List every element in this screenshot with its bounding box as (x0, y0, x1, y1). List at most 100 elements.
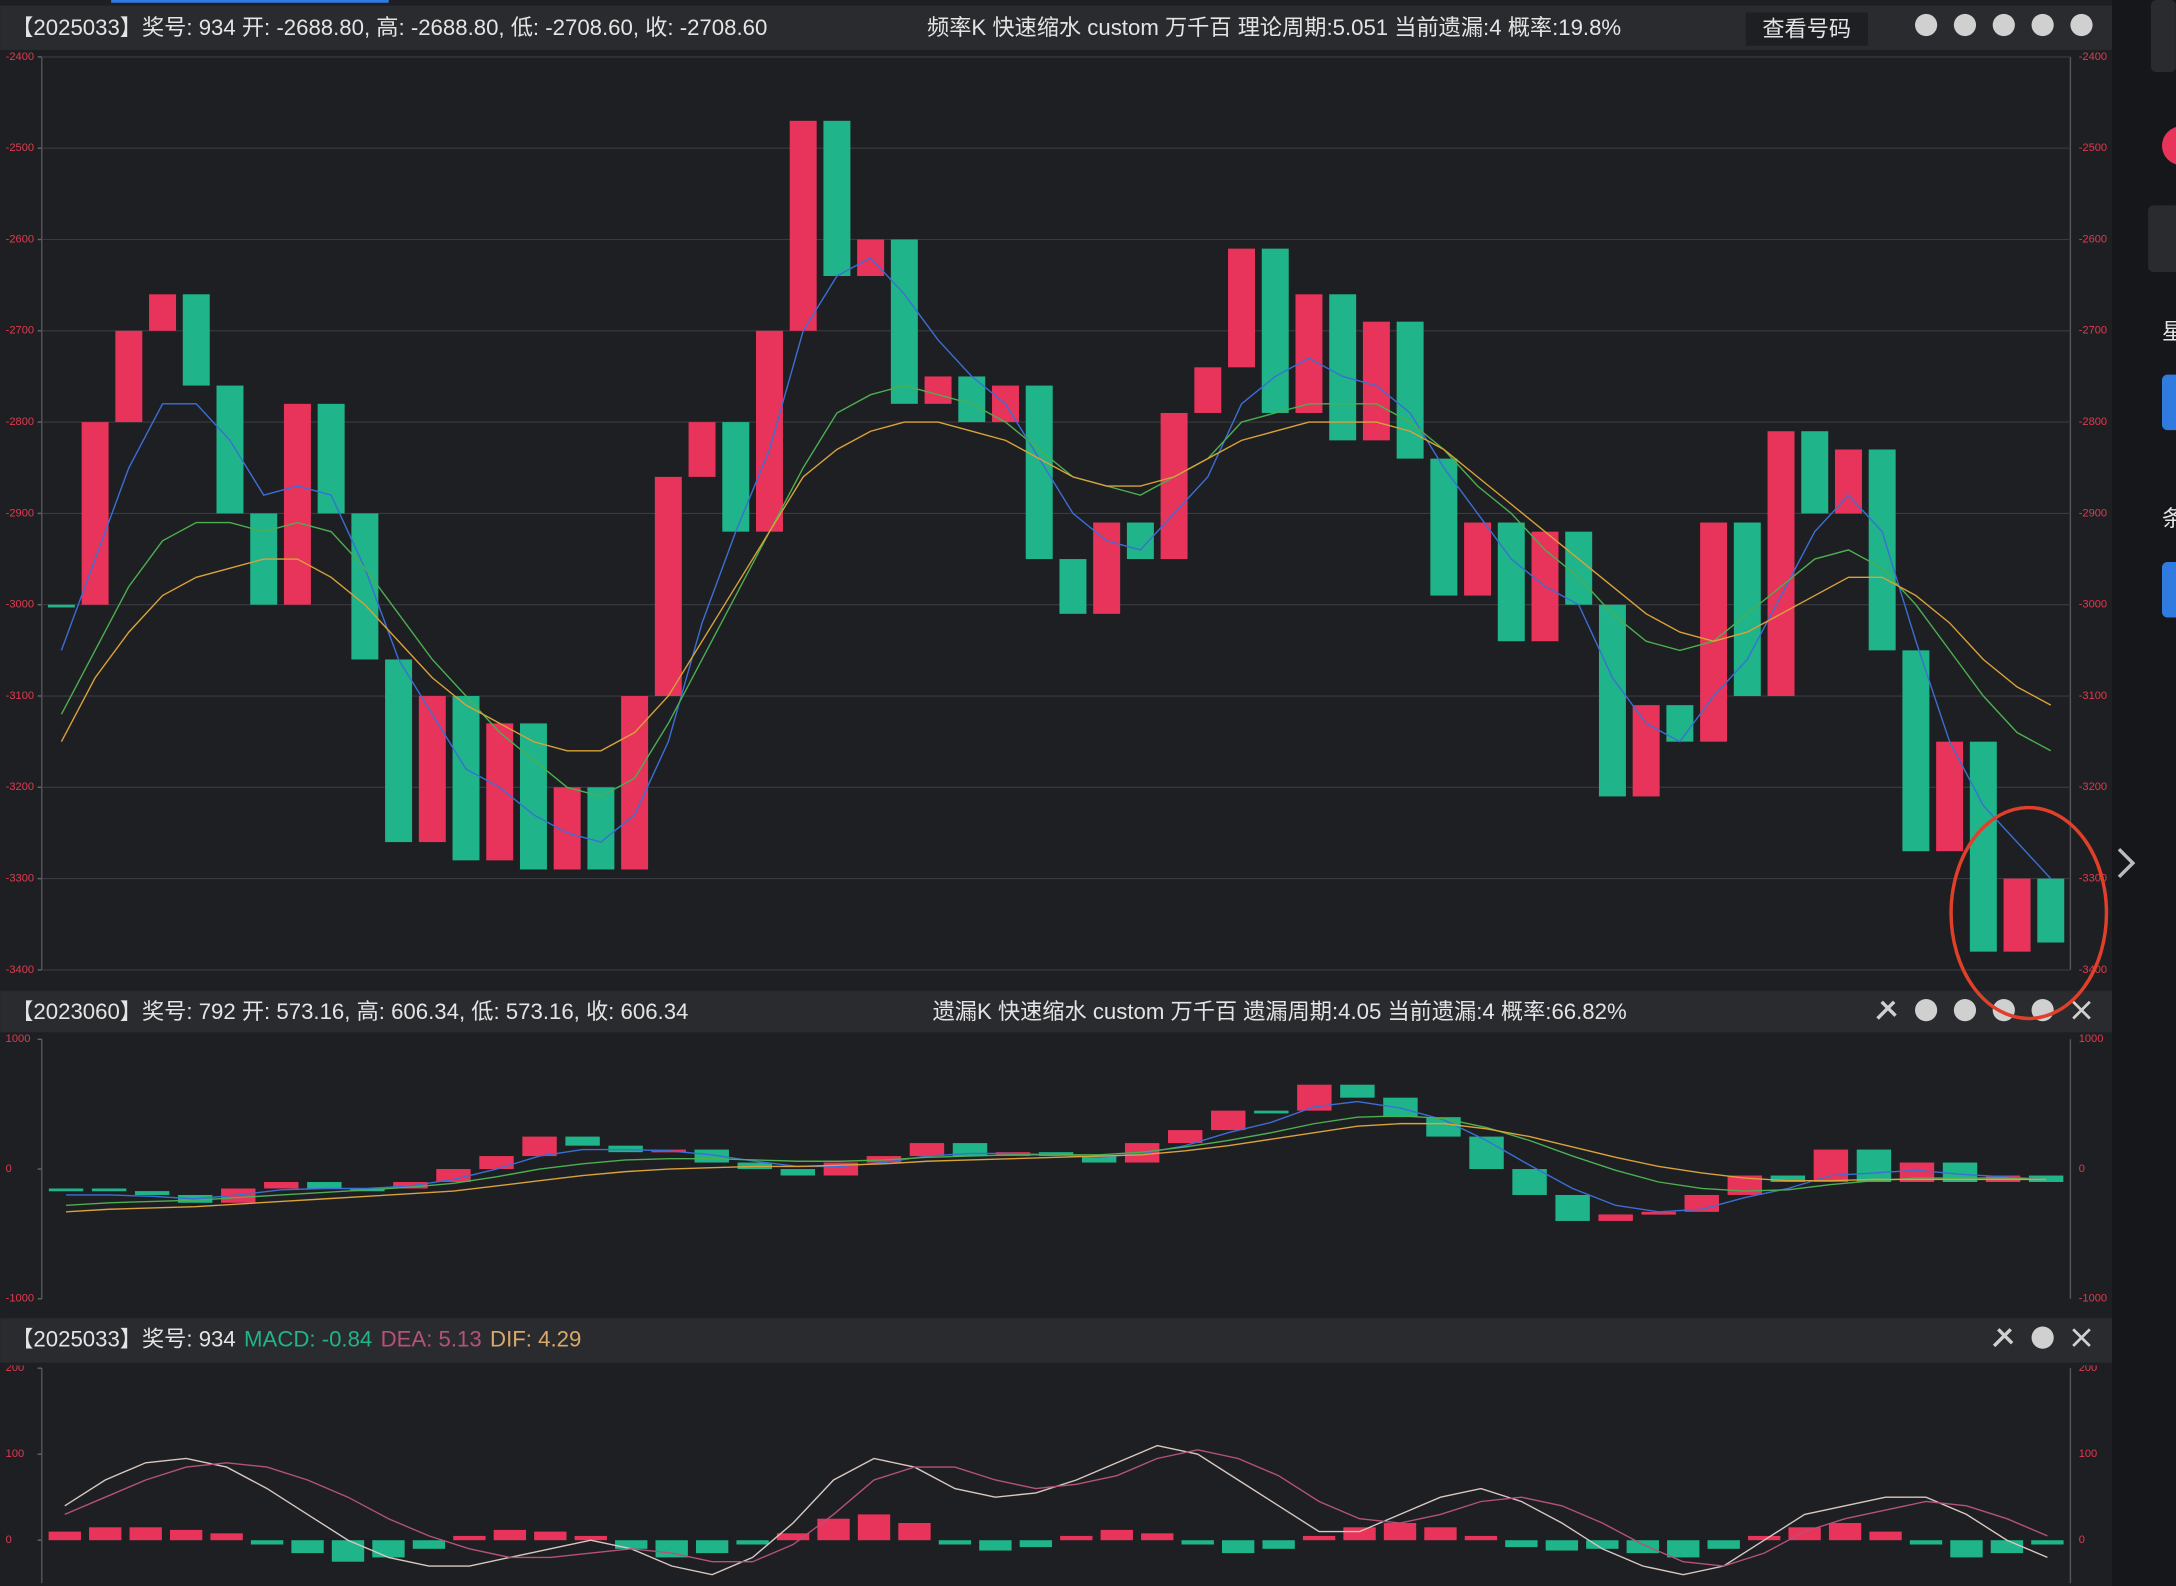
step-bar (452, 696, 480, 861)
step-bar (134, 1191, 170, 1195)
tool-icon[interactable] (1914, 13, 1938, 37)
step-bar (1254, 1110, 1289, 1114)
pin-icon[interactable] (1876, 1000, 1897, 1020)
step-bar (1598, 1214, 1633, 1221)
step-bar (1211, 1110, 1246, 1131)
histogram-bar (1545, 1540, 1579, 1551)
step-bar (115, 330, 143, 423)
histogram-bar (1788, 1527, 1821, 1541)
step-bar (519, 723, 547, 870)
histogram-bar (1141, 1533, 1174, 1541)
panel: -2400 -2400 -2500 -2500 -2600 -2600 -2700 -2700… (6, 51, 2107, 976)
histogram-bar (1060, 1535, 1093, 1541)
y-tick-label: -2900 (6, 507, 34, 519)
histogram-bar (1626, 1540, 1659, 1554)
histogram-bar (695, 1540, 729, 1554)
ma-line (66, 1115, 2047, 1207)
histogram-bar (2031, 1540, 2064, 1545)
y-tick-label: 100 (6, 1448, 25, 1460)
view-button-label[interactable]: 查看号码 (1762, 16, 1851, 41)
sidebar-badge (2161, 127, 2176, 165)
tool-icon[interactable] (2031, 13, 2054, 37)
y-tick-label: -3000 (2079, 599, 2107, 611)
histogram-bar (1990, 1540, 2024, 1554)
step-bar (654, 476, 682, 697)
histogram-bar (574, 1535, 607, 1541)
close-icon[interactable] (2072, 1000, 2091, 1347)
histogram-bar (372, 1540, 405, 1558)
step-bar (1469, 1136, 1504, 1170)
histogram-bar (1869, 1531, 1902, 1541)
step-bar (436, 1169, 471, 1183)
histogram-bar (1424, 1527, 1457, 1541)
histogram-bar (291, 1540, 324, 1554)
ma-line (64, 1449, 2048, 1567)
y-tick-label: 100 (2079, 1448, 2098, 1460)
step-bar (1733, 522, 1761, 697)
tool-icon[interactable] (2031, 1326, 2054, 1349)
y-tick-label: 0 (2079, 1163, 2085, 1175)
tool-icon[interactable] (1992, 13, 2015, 37)
step-bar (722, 422, 750, 532)
tool-icon[interactable] (1914, 999, 1938, 1022)
step-bar (1899, 1162, 1935, 1183)
tool-icon[interactable] (1953, 13, 1977, 37)
tool-icon[interactable] (1953, 999, 1977, 1022)
plots: -2400 -2400 -2500 -2500 -2600 -2600 -2700 -2700… (6, 51, 2107, 1584)
sidebar-item[interactable] (2150, 0, 2176, 73)
step-bar (351, 513, 379, 660)
title-text: 【2025033】奖号: 934 (11, 1326, 235, 1351)
step-bar (1834, 449, 1862, 514)
highlight-circle (1949, 805, 2109, 1021)
tool-icon[interactable] (2070, 13, 2093, 37)
header-bar (0, 990, 2113, 1033)
step-bar (47, 604, 75, 608)
histogram-bar (48, 1531, 81, 1541)
histogram-bar (1383, 1523, 1417, 1541)
y-tick-label: 0 (2079, 1534, 2085, 1546)
step-bar (149, 294, 177, 331)
step-bar (81, 422, 109, 605)
step-bar (1126, 522, 1154, 560)
view-button[interactable] (1745, 12, 1868, 46)
histogram-bar (857, 1514, 891, 1541)
step-bar (755, 330, 783, 532)
step-bar (418, 696, 446, 843)
step-bar (1902, 650, 1930, 852)
y-tick-label: -2400 (2079, 51, 2107, 63)
step-bar (486, 723, 514, 861)
sidebar-item[interactable] (2148, 205, 2176, 272)
pin-icon[interactable] (1992, 1328, 2014, 1348)
step-bar (1426, 1117, 1461, 1137)
step-bar (1430, 458, 1458, 596)
expand-arrow[interactable] (2117, 847, 2136, 879)
ma-line (60, 384, 2052, 798)
step-bar (780, 1169, 816, 1176)
step-bar (2003, 878, 2031, 952)
tab-indicator (111, 0, 389, 3)
step-bar (1059, 559, 1087, 614)
y-tick-label: -3300 (6, 873, 34, 885)
y-tick-label: 0 (6, 1534, 12, 1546)
sidebar-button[interactable] (2161, 561, 2176, 618)
step-bar (1868, 449, 1896, 651)
histogram-bar (898, 1523, 931, 1541)
panel: 200 200 100 100 0 0 (6, 1365, 2098, 1584)
step-bar (1081, 1156, 1117, 1163)
step-bar (1632, 705, 1660, 797)
sidebar-label: 条 (2162, 506, 2176, 531)
histogram-bar (129, 1527, 162, 1541)
y-tick-label: -3400 (6, 964, 34, 976)
histogram-bar (1747, 1535, 1781, 1541)
histogram-bar (1707, 1540, 1740, 1549)
step-bar (1160, 412, 1188, 560)
ma-line (66, 1122, 2047, 1213)
sidebar-button[interactable] (2161, 374, 2176, 431)
step-bar (1598, 604, 1626, 797)
histogram-bar (1302, 1535, 1336, 1541)
step-bar (1329, 294, 1357, 441)
step-bar (1168, 1130, 1203, 1144)
histogram-bar (655, 1540, 688, 1558)
step-bar (789, 120, 817, 331)
y-tick-label: -2700 (6, 325, 34, 337)
